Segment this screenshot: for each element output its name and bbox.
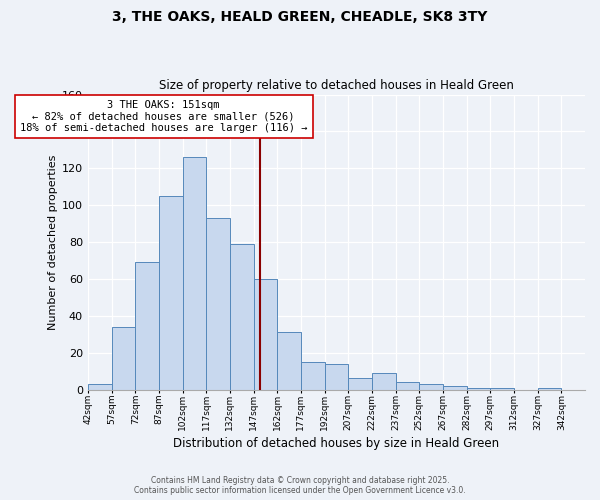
Bar <box>254 279 277 390</box>
Bar <box>490 388 514 390</box>
Bar <box>182 157 206 390</box>
Bar <box>135 262 159 390</box>
Bar <box>395 382 419 390</box>
Text: 3, THE OAKS, HEALD GREEN, CHEADLE, SK8 3TY: 3, THE OAKS, HEALD GREEN, CHEADLE, SK8 3… <box>112 10 488 24</box>
Bar <box>443 386 467 390</box>
Bar <box>301 362 325 390</box>
X-axis label: Distribution of detached houses by size in Heald Green: Distribution of detached houses by size … <box>173 437 500 450</box>
Bar <box>325 364 348 390</box>
Bar <box>372 373 395 390</box>
Text: Contains HM Land Registry data © Crown copyright and database right 2025.
Contai: Contains HM Land Registry data © Crown c… <box>134 476 466 495</box>
Title: Size of property relative to detached houses in Heald Green: Size of property relative to detached ho… <box>159 79 514 92</box>
Bar <box>419 384 443 390</box>
Bar <box>277 332 301 390</box>
Bar <box>348 378 372 390</box>
Bar <box>159 196 182 390</box>
Bar <box>467 388 490 390</box>
Bar <box>206 218 230 390</box>
Y-axis label: Number of detached properties: Number of detached properties <box>48 154 58 330</box>
Bar <box>112 327 135 390</box>
Bar <box>230 244 254 390</box>
Bar <box>88 384 112 390</box>
Text: 3 THE OAKS: 151sqm
← 82% of detached houses are smaller (526)
18% of semi-detach: 3 THE OAKS: 151sqm ← 82% of detached hou… <box>20 100 307 134</box>
Bar <box>538 388 562 390</box>
